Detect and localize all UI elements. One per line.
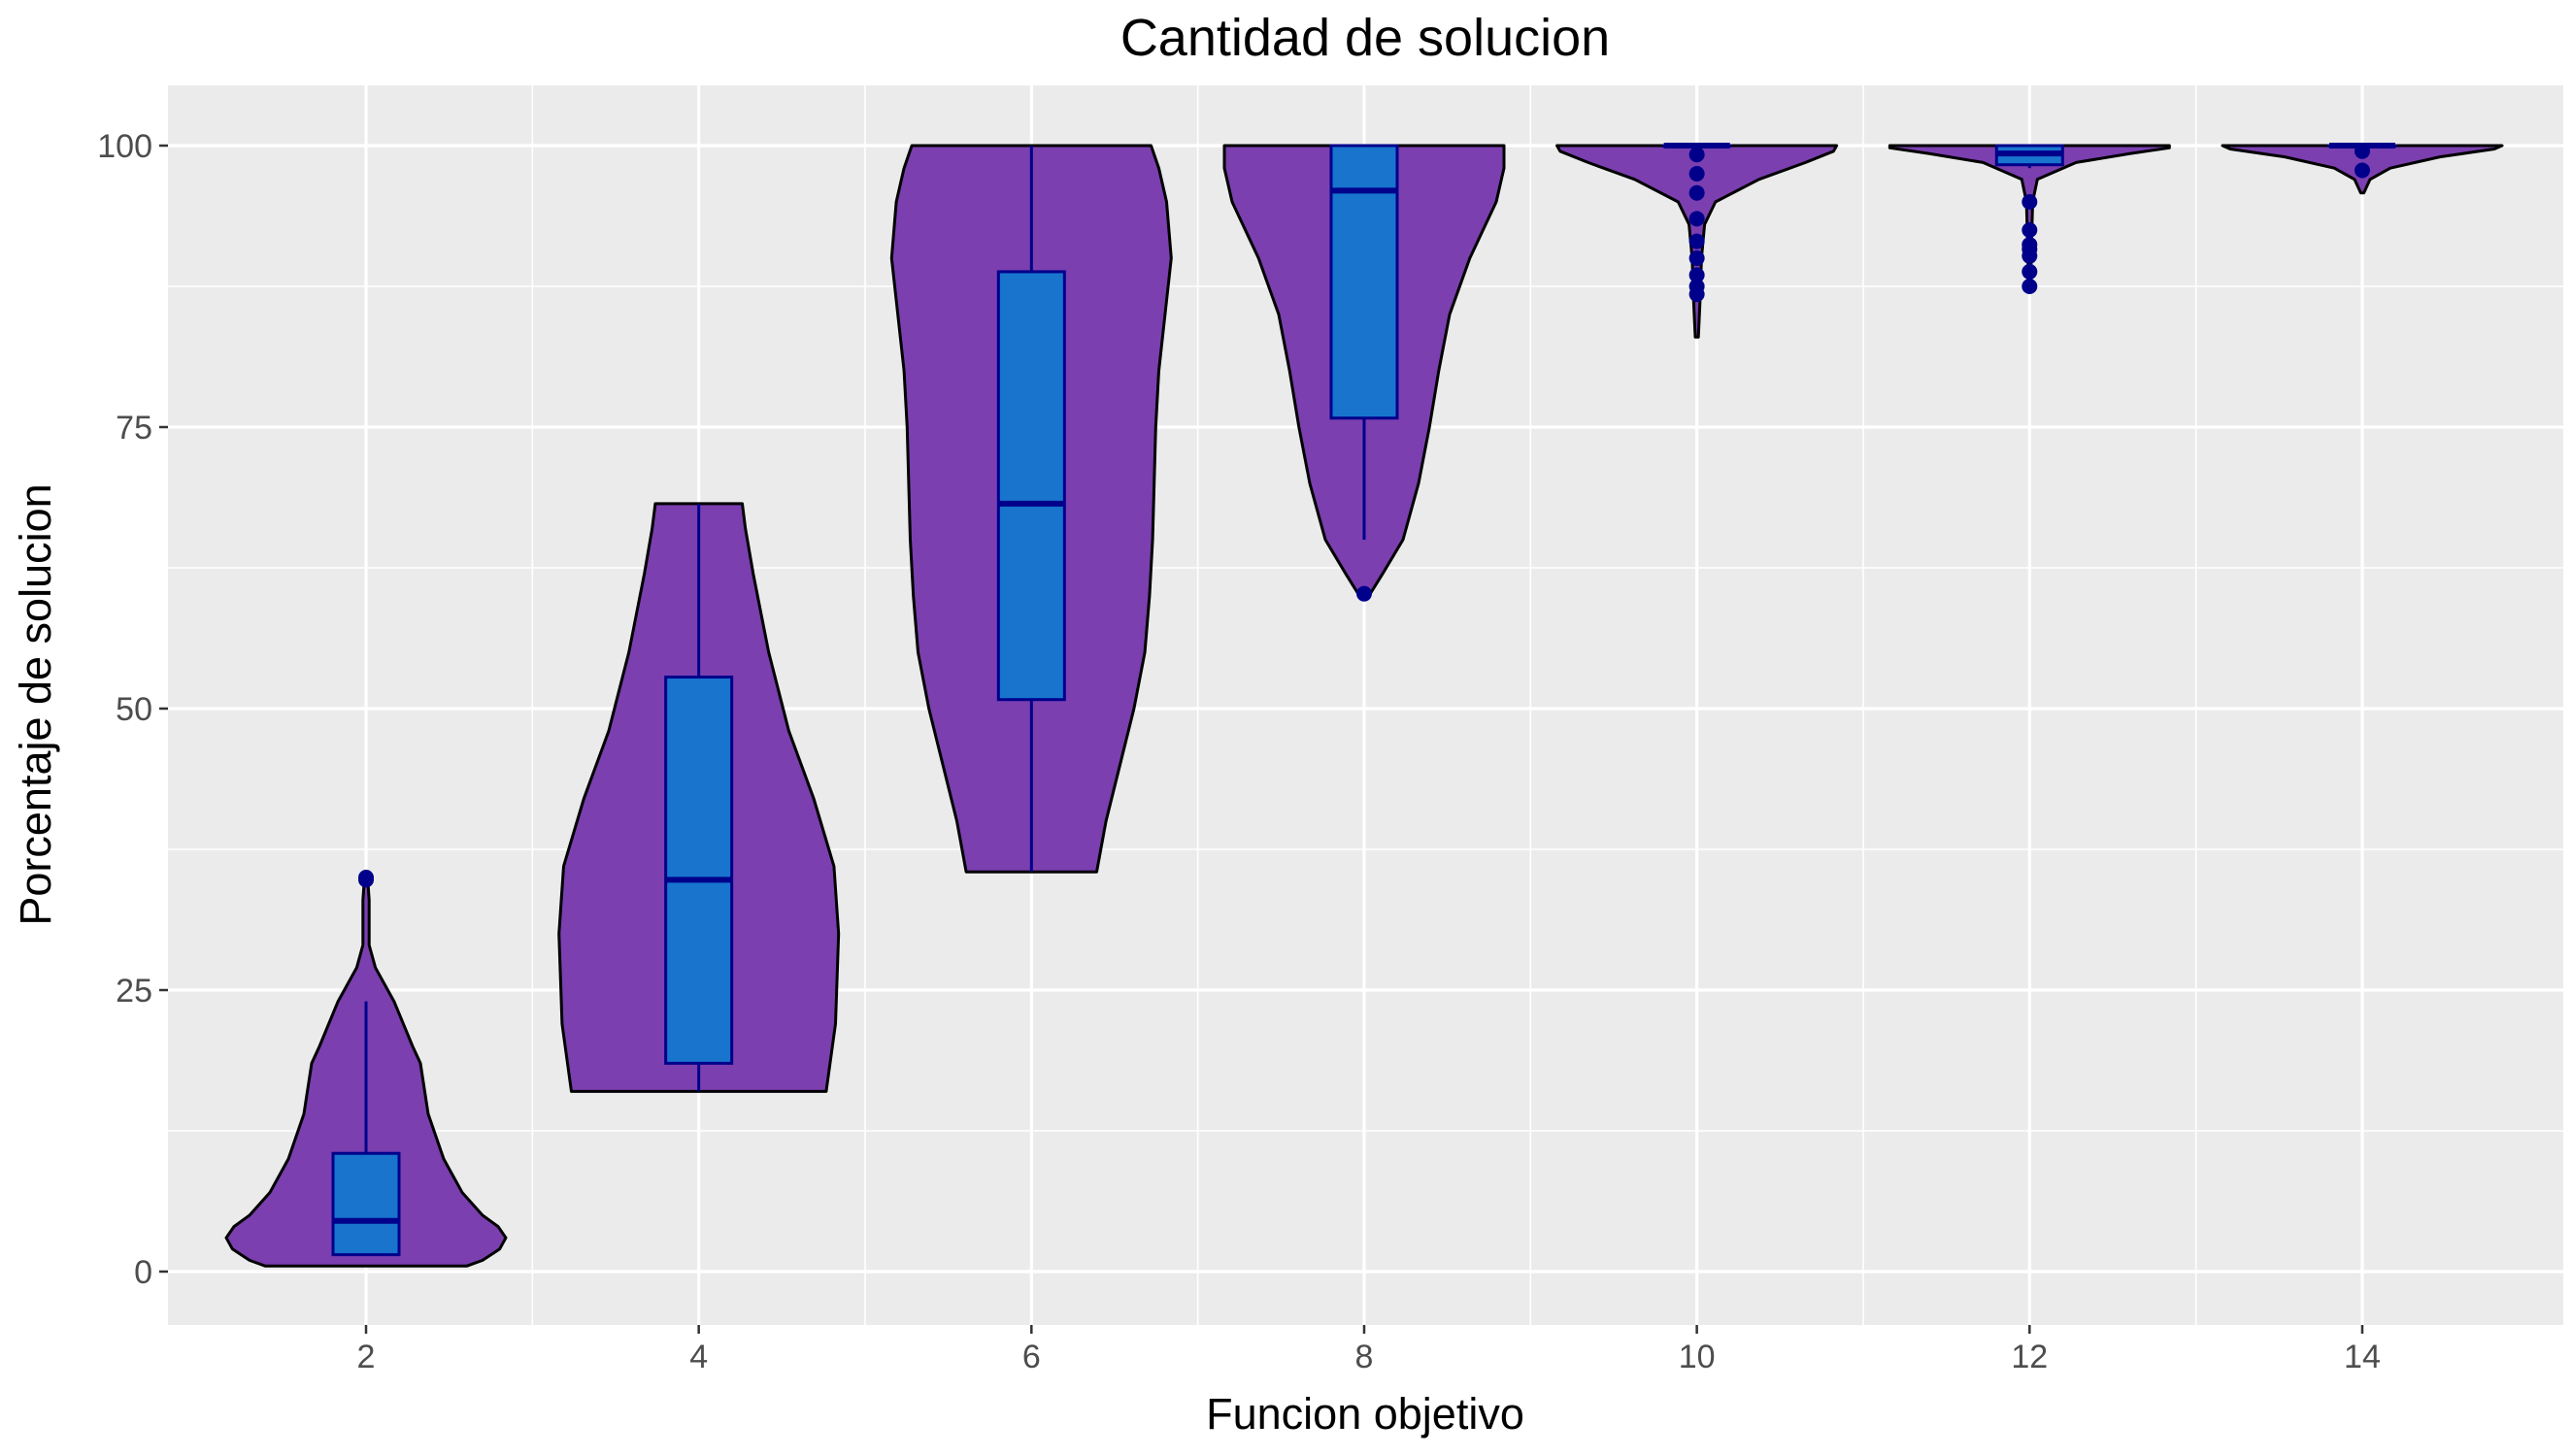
x-tick-label: 6 (1022, 1339, 1041, 1375)
x-axis: 2 4 6 8 10 12 14 (357, 1325, 2381, 1375)
x-tick-label: 12 (2011, 1339, 2048, 1375)
outlier-point-10 (1688, 211, 1705, 227)
y-axis-title: Porcentaje de solucion (11, 483, 60, 925)
outlier-point-10 (1688, 184, 1705, 201)
boxplot-layer (331, 143, 2397, 1257)
box-4 (664, 676, 734, 1065)
y-tick-label: 0 (134, 1254, 152, 1291)
outlier-point-12 (2022, 248, 2038, 264)
outlier-point-10 (1688, 233, 1705, 249)
outlier-point-14 (2354, 143, 2370, 159)
outlier-point-14 (2354, 162, 2370, 179)
outlier-point-2 (358, 870, 374, 885)
x-tick-label: 8 (1355, 1339, 1374, 1375)
x-tick-label: 14 (2344, 1339, 2381, 1375)
x-tick-label: 2 (357, 1339, 376, 1375)
x-tick-label: 10 (1679, 1339, 1716, 1375)
y-tick-label: 75 (116, 410, 152, 447)
outlier-point-8 (1355, 585, 1372, 602)
box-6 (996, 270, 1066, 702)
x-tick-label: 4 (689, 1339, 708, 1375)
y-tick-label: 25 (116, 973, 152, 1009)
outlier-point-10 (1688, 267, 1705, 283)
violin-12 (1888, 144, 2171, 294)
y-axis: 0 25 50 75 100 (97, 128, 168, 1291)
chart-title: Cantidad de solucion (1120, 9, 1610, 67)
y-tick-label: 100 (97, 128, 152, 165)
outlier-point-12 (2022, 194, 2038, 210)
outlier-point-10 (1688, 250, 1705, 266)
outlier-point-10 (1688, 166, 1705, 182)
box-8 (1329, 144, 1399, 420)
y-tick-label: 50 (116, 691, 152, 728)
outlier-point-12 (2022, 279, 2038, 294)
outlier-point-10 (1688, 286, 1705, 303)
x-axis-title: Funcion objetivo (1206, 1389, 1524, 1439)
outlier-point-12 (2022, 222, 2038, 238)
box-2 (331, 1151, 401, 1257)
outlier-point-12 (2022, 263, 2038, 280)
outlier-layer (358, 143, 2370, 888)
outlier-point-10 (1688, 147, 1705, 163)
